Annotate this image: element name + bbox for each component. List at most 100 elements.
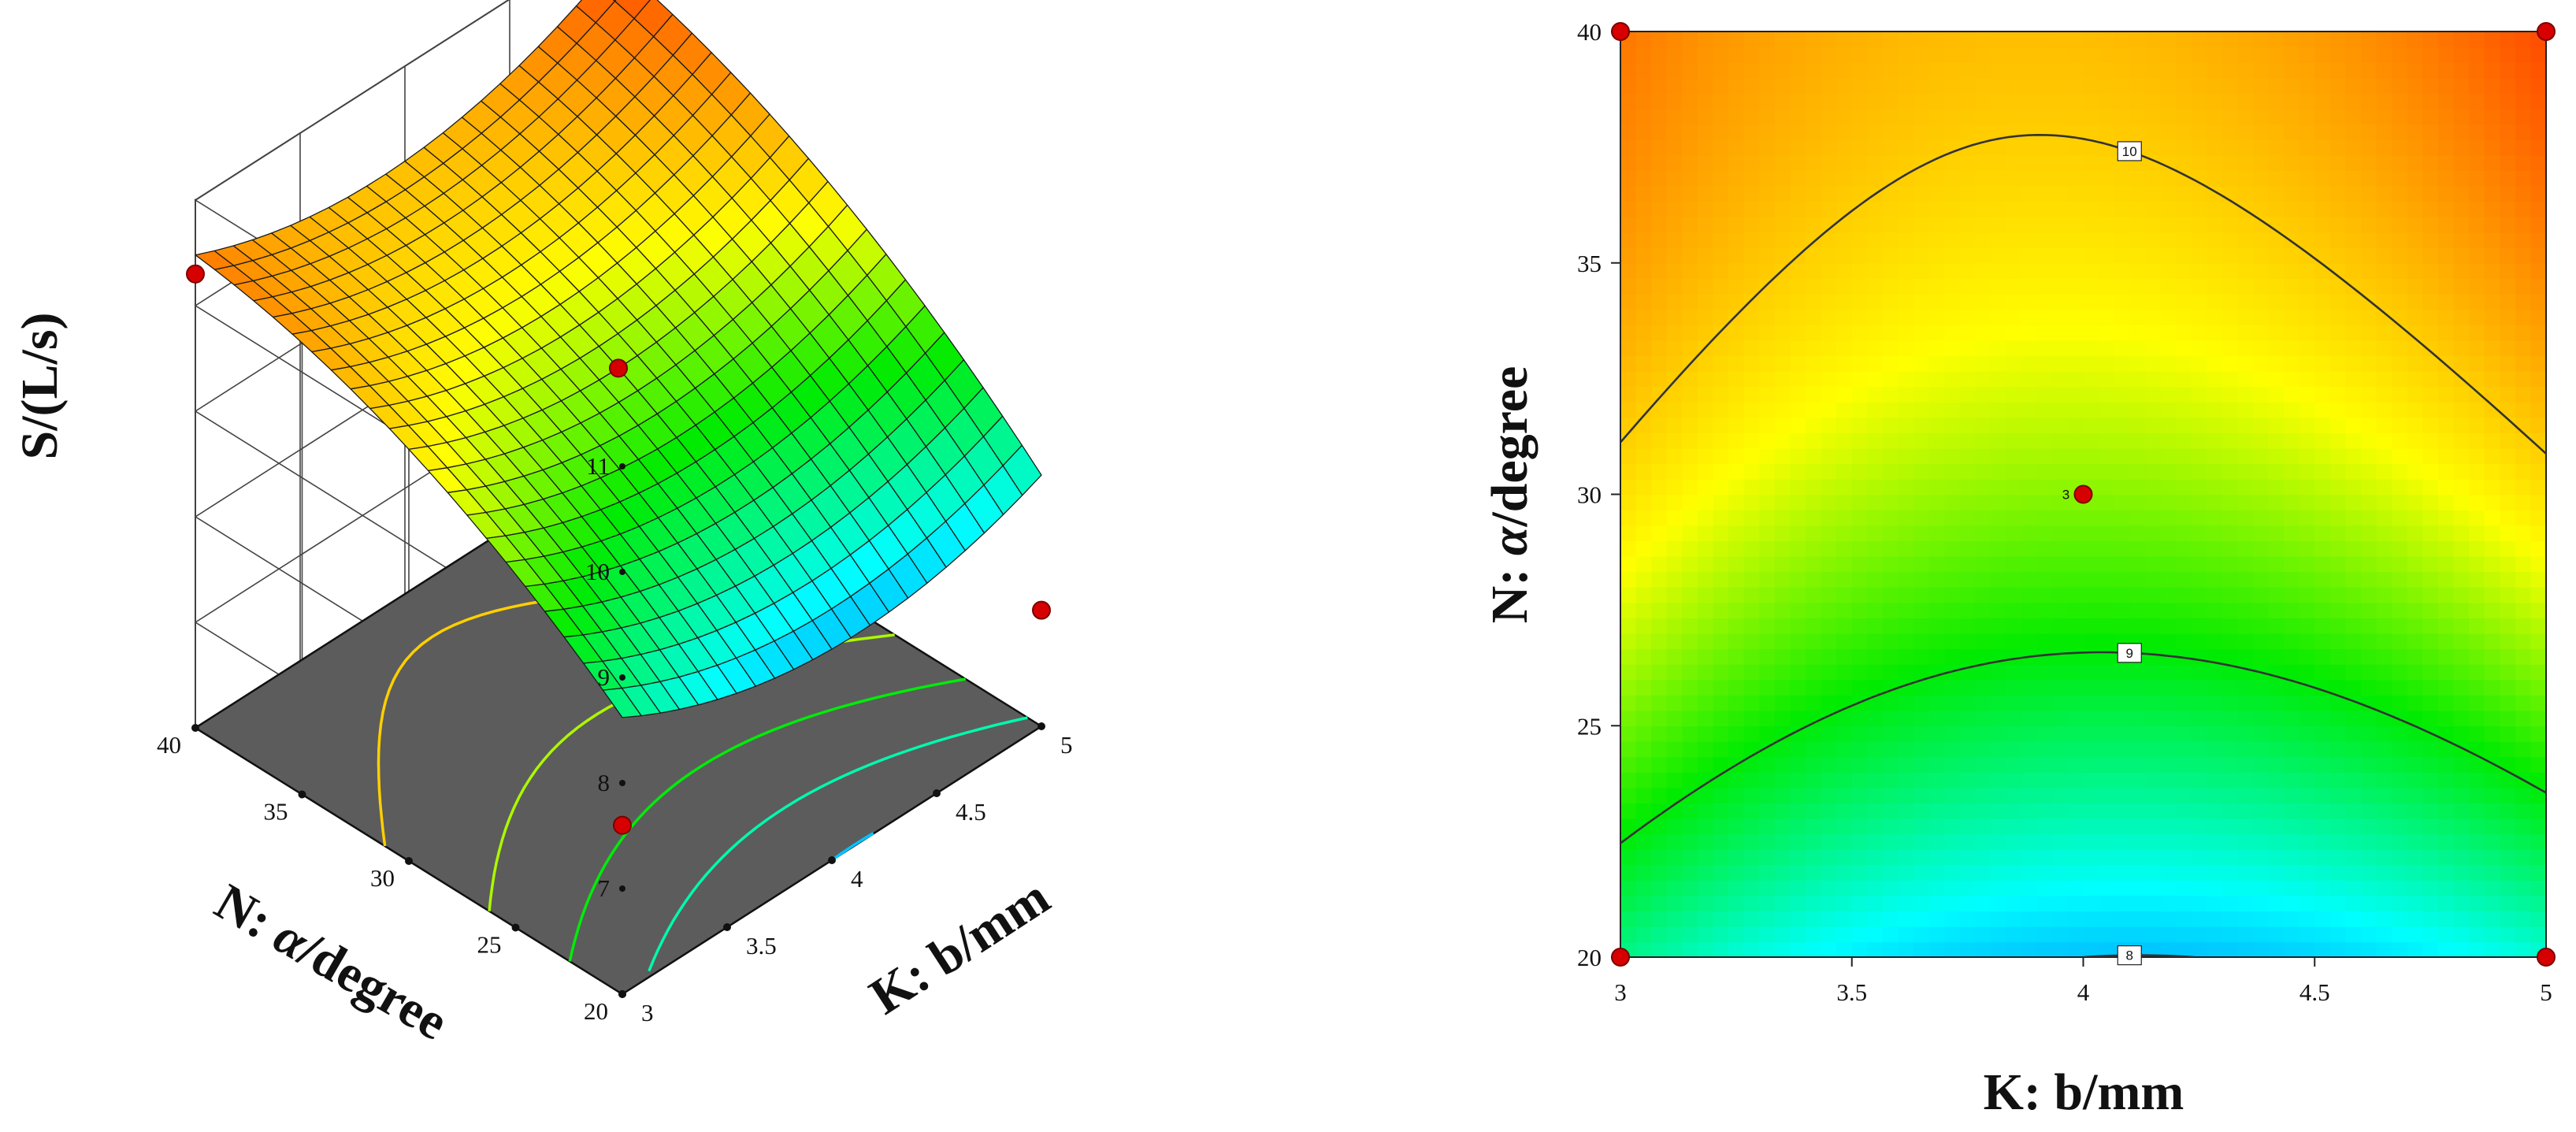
contour-fill-cell [2176, 618, 2192, 634]
contour-fill-cell [2437, 803, 2455, 819]
contour-fill-cell [1713, 602, 1729, 618]
contour-fill-cell [1635, 633, 1652, 650]
contour-fill-cell [2314, 247, 2331, 264]
contour-fill-cell [1898, 864, 1914, 881]
contour-fill-cell [1913, 355, 1930, 372]
contour-fill-cell [2252, 911, 2270, 927]
contour-fill-cell [1666, 911, 1683, 927]
contour-fill-cell [2006, 695, 2022, 711]
contour-fill-cell [1713, 895, 1729, 912]
contour-fill-cell [2252, 139, 2270, 156]
contour-fill-cell [2422, 309, 2439, 325]
contour-fill-cell [2222, 402, 2239, 418]
contour-fill-cell [2252, 695, 2270, 711]
contour-fill-cell [1959, 185, 1977, 202]
contour-fill-cell [2052, 895, 2069, 912]
contour-fill-cell [2268, 402, 2285, 418]
contour-fill-cell [2114, 402, 2131, 418]
contour-fill-cell [2099, 618, 2115, 634]
contour-fill-cell [1867, 494, 1884, 510]
contour-fill-cell [2268, 478, 2285, 495]
contour-fill-cell [1682, 494, 1698, 510]
contour-fill-cell [2129, 602, 2146, 618]
contour-fill-cell [2314, 46, 2331, 63]
contour-fill-cell [2191, 864, 2207, 881]
contour-fill-cell [2222, 340, 2239, 357]
contour-fill-cell [2422, 93, 2439, 109]
contour-fill-cell [2036, 848, 2054, 866]
contour-fill-cell [2345, 309, 2362, 325]
contour-fill-cell [2376, 46, 2392, 63]
contour-fill-cell [2500, 494, 2516, 510]
contour-fill-cell [2207, 62, 2223, 79]
contour-fill-cell [1651, 232, 1668, 248]
contour-fill-cell [2067, 803, 2084, 819]
contour-fill-cell [1635, 648, 1652, 665]
contour-fill-cell [1666, 340, 1683, 357]
contour-fill-cell [2083, 818, 2099, 835]
contour-fill-cell [2207, 926, 2223, 943]
contour-fill-cell [2392, 911, 2408, 927]
contour-fill-cell [2299, 602, 2316, 618]
contour-fill-cell [1743, 108, 1761, 125]
contour-fill-cell [2036, 293, 2054, 310]
contour-fill-cell [2099, 848, 2115, 866]
contour-fill-cell [2484, 139, 2501, 156]
contour-fill-cell [2392, 571, 2408, 588]
contour-fill-cell [2329, 309, 2347, 325]
contour-fill-cell [2268, 633, 2285, 650]
contour-fill-cell [2176, 525, 2192, 542]
contour-fill-cell [2036, 402, 2054, 418]
contour-fill-cell [1821, 911, 1837, 927]
contour-fill-cell [1944, 262, 1961, 280]
contour-fill-cell [1728, 370, 1745, 388]
contour-fill-cell [1635, 386, 1652, 403]
contour-fill-cell [1944, 571, 1961, 588]
contour-fill-cell [2021, 293, 2038, 310]
contour-fill-cell [1959, 370, 1977, 388]
contour-fill-cell [1806, 679, 1822, 696]
contour-fill-cell [1651, 941, 1668, 957]
contour-fill-cell [1806, 355, 1822, 372]
contour-fill-cell [2284, 278, 2300, 295]
contour-fill-cell [1975, 818, 1991, 835]
contour-fill-cell [1728, 618, 1745, 634]
contour-fill-cell [2484, 895, 2501, 912]
contour-fill-cell [2407, 309, 2424, 325]
contour-fill-cell [2067, 232, 2084, 248]
contour-fill-cell [2437, 478, 2455, 495]
contour-fill-cell [1928, 355, 1946, 372]
contour-fill-cell [2530, 293, 2546, 310]
contour-fill-cell [2284, 602, 2300, 618]
contour-fill-cell [2099, 726, 2115, 742]
contour-fill-cell [2361, 618, 2377, 634]
contour-fill-cell [2160, 880, 2177, 896]
contour-fill-cell [2530, 201, 2546, 217]
contour-fill-cell [2176, 510, 2192, 526]
contour-fill-cell [2129, 370, 2146, 388]
contour-fill-cell [2036, 32, 2054, 48]
contour-fill-cell [1774, 880, 1791, 896]
contour-fill-cell [2453, 911, 2470, 927]
contour-fill-cell [2237, 77, 2254, 95]
contour-fill-cell [2129, 247, 2146, 264]
contour-fill-cell [1620, 201, 1637, 217]
contour-fill-cell [2453, 386, 2470, 403]
contour-fill-cell [2144, 124, 2162, 140]
contour-fill-cell [2052, 77, 2069, 95]
contour-fill-cell [1774, 278, 1791, 295]
contour-fill-cell [1697, 633, 1714, 650]
contour-fill-cell [1713, 370, 1729, 388]
contour-fill-cell [2437, 62, 2455, 79]
contour-fill-cell [1913, 232, 1930, 248]
contour-fill-cell [2392, 587, 2408, 603]
contour-fill-cell [1821, 540, 1837, 557]
contour-fill-cell [1682, 663, 1698, 681]
contour-fill-cell [2099, 555, 2115, 573]
contour-fill-cell [2284, 217, 2300, 233]
contour-fill-cell [1851, 262, 1869, 280]
contour-fill-cell [2021, 217, 2038, 233]
contour-fill-cell [2361, 93, 2377, 109]
contour-fill-cell [1759, 355, 1776, 372]
contour-fill-cell [1959, 309, 1977, 325]
